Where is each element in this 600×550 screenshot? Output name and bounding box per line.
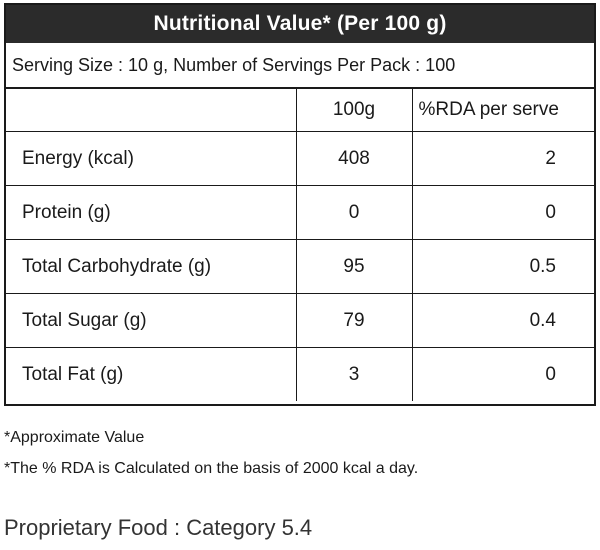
nutrient-per-100g: 79 xyxy=(295,293,413,348)
table-row: Energy (kcal) 408 2 xyxy=(6,131,594,186)
footnotes: *Approximate Value *The % RDA is Calcula… xyxy=(4,422,418,484)
header-nutrient xyxy=(6,89,297,132)
nutrient-rda: 0.4 xyxy=(411,293,594,348)
nutrient-per-100g: 95 xyxy=(295,239,413,294)
nutrient-per-100g: 0 xyxy=(295,185,413,240)
food-category: Proprietary Food : Category 5.4 xyxy=(4,515,313,540)
nutrient-per-100g: 3 xyxy=(295,347,413,401)
footnote-approximate: *Approximate Value xyxy=(4,429,145,446)
nutrient-name: Total Fat (g) xyxy=(6,347,297,401)
nutrient-rda: 0 xyxy=(411,185,594,240)
table-row: Total Fat (g) 3 0 xyxy=(6,347,594,401)
table-row: Protein (g) 0 0 xyxy=(6,185,594,240)
nutrition-table: 100g %RDA per serve Energy (kcal) 408 2 … xyxy=(6,89,594,401)
nutrient-per-100g: 408 xyxy=(295,131,413,186)
nutrient-name: Total Sugar (g) xyxy=(6,293,297,348)
nutrient-name: Total Carbohydrate (g) xyxy=(6,239,297,294)
footnote-rda-basis: *The % RDA is Calculated on the basis of… xyxy=(4,460,419,477)
nutrient-name: Protein (g) xyxy=(6,185,297,240)
table-row: Total Sugar (g) 79 0.4 xyxy=(6,293,594,348)
header-per-100g: 100g xyxy=(295,89,413,132)
label-title: Nutritional Value* (Per 100 g) xyxy=(6,5,594,43)
table-row: Total Carbohydrate (g) 95 0.5 xyxy=(6,239,594,294)
nutrient-rda: 2 xyxy=(411,131,594,186)
header-rda: %RDA per serve xyxy=(411,89,594,132)
nutrient-rda: 0.5 xyxy=(411,239,594,294)
table-header-row: 100g %RDA per serve xyxy=(6,89,594,132)
nutrient-rda: 0 xyxy=(411,347,594,401)
nutrient-name: Energy (kcal) xyxy=(6,131,297,186)
serving-info: Serving Size : 10 g, Number of Servings … xyxy=(6,43,594,89)
nutrition-label: Nutritional Value* (Per 100 g) Serving S… xyxy=(4,3,596,406)
